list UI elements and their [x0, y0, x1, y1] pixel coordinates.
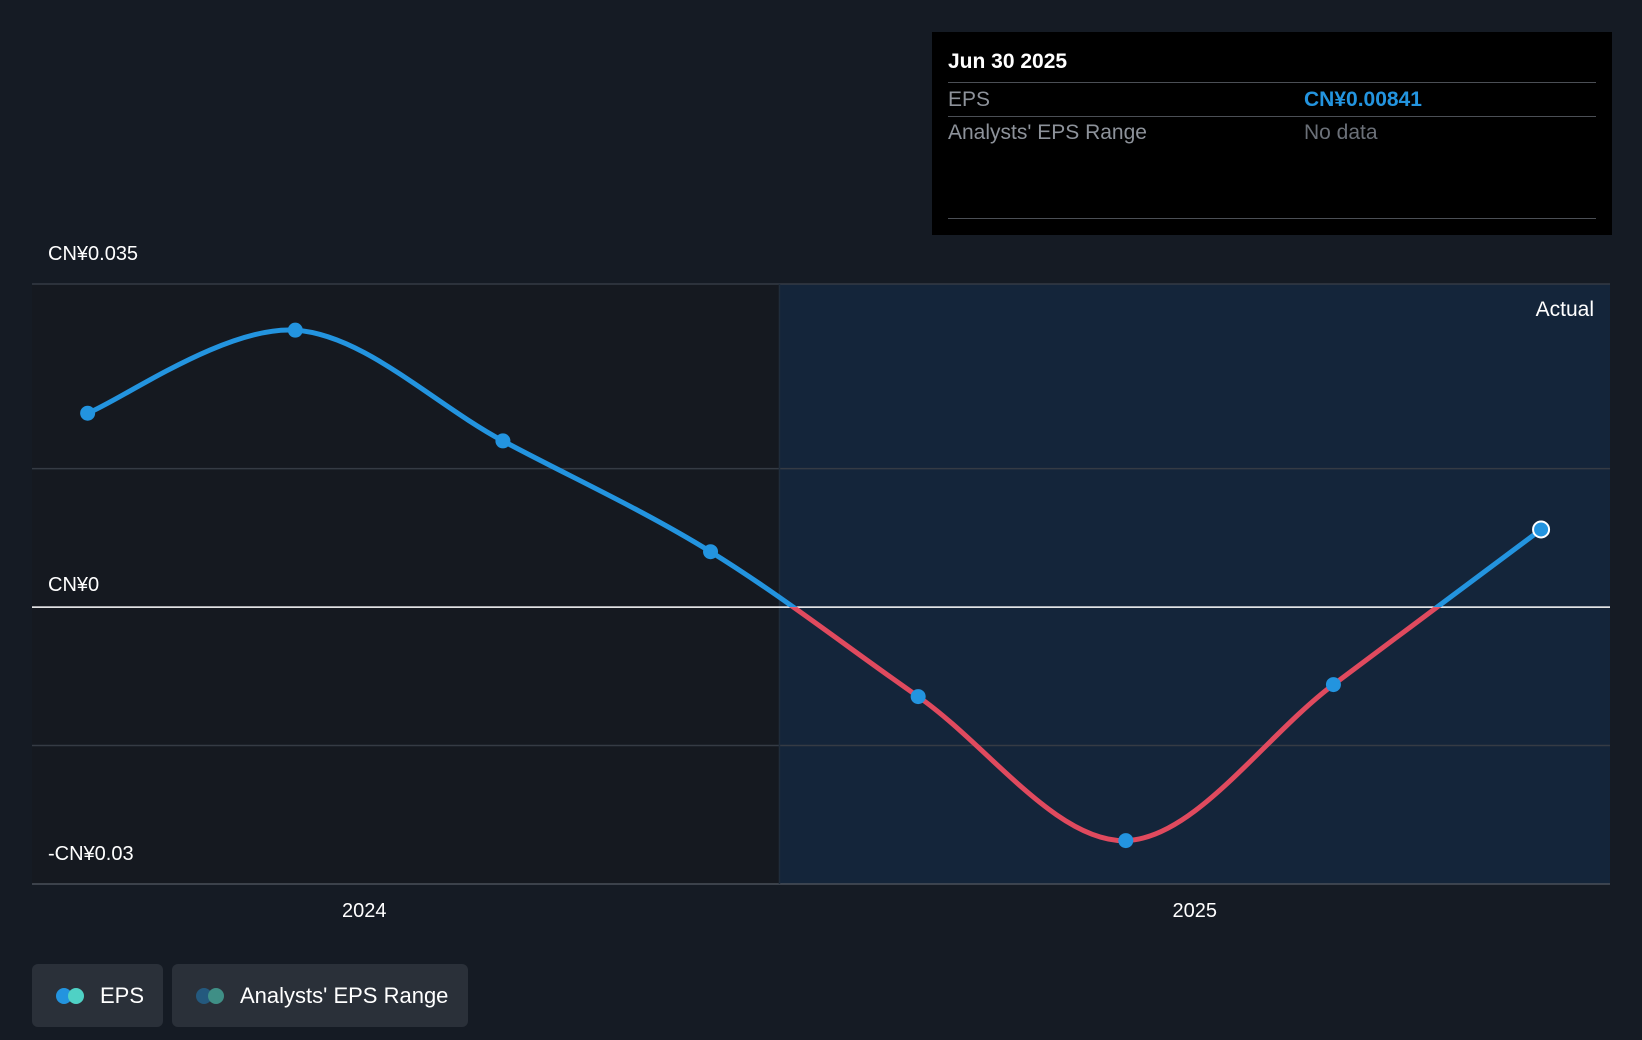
- y-tick-label: CN¥0: [48, 574, 99, 596]
- eps-data-point: [1325, 677, 1341, 693]
- tooltip-divider: [948, 82, 1596, 83]
- eps-data-point: [1532, 520, 1551, 539]
- tooltip-range-label: Analysts' EPS Range: [948, 121, 1147, 144]
- tooltip-eps-value: CN¥0.00841: [1304, 88, 1422, 111]
- tooltip-divider: [948, 116, 1596, 117]
- legend-eps-icon: [56, 987, 88, 1005]
- legend-eps-label: EPS: [100, 982, 145, 1008]
- x-tick-label: 2024: [342, 900, 387, 922]
- legend-item-analysts-eps-range[interactable]: Analysts' EPS Range: [172, 964, 468, 1027]
- legend-item-eps[interactable]: EPS: [32, 964, 163, 1027]
- tooltip-range-value: No data: [1304, 121, 1378, 144]
- eps-series-line: [85, 327, 1544, 844]
- y-tick-label: -CN¥0.03: [48, 843, 134, 865]
- eps-data-point: [1118, 833, 1134, 849]
- x-axis-ticks: 2024 2025: [342, 900, 1217, 922]
- eps-data-point: [80, 405, 96, 421]
- actual-region-background: [779, 284, 1610, 884]
- eps-data-point: [703, 544, 719, 560]
- tooltip-date: Jun 30 2025: [948, 50, 1068, 73]
- tooltip-panel: Jun 30 2025 EPS CN¥0.00841 Analysts' EPS…: [932, 32, 1612, 235]
- y-tick-label: CN¥0.035: [48, 243, 138, 265]
- eps-line-positive: [85, 327, 1544, 608]
- eps-line-negative: [789, 607, 1442, 844]
- legend-eps-dot: [68, 987, 84, 1004]
- tooltip-divider: [948, 218, 1596, 219]
- eps-data-point: [287, 322, 303, 338]
- x-tick-label: 2025: [1172, 900, 1217, 922]
- tooltip-eps-label: EPS: [948, 88, 991, 111]
- eps-data-point: [495, 433, 511, 449]
- gridlines: [32, 283, 1610, 885]
- legend-range-label: Analysts' EPS Range: [240, 982, 449, 1008]
- eps-data-point: [910, 689, 926, 705]
- eps-series-points: [80, 322, 1551, 849]
- legend-range-icon: [196, 987, 228, 1005]
- legend-range-dot: [208, 987, 224, 1004]
- past-region-background: [32, 284, 780, 884]
- actual-region-label: Actual: [1536, 298, 1594, 321]
- y-axis-ticks: CN¥0.035 CN¥0 -CN¥0.03: [48, 243, 138, 865]
